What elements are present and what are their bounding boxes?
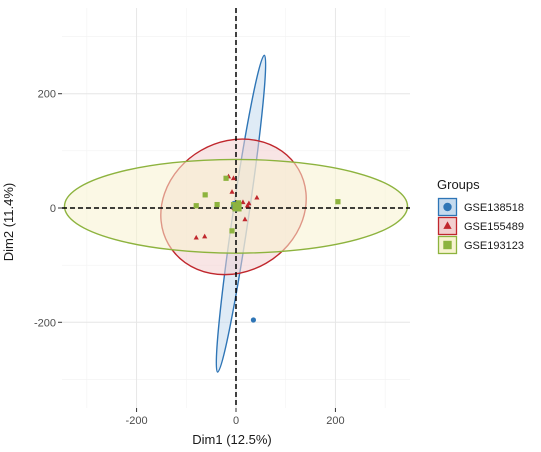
legend-item-GSE155489: GSE155489 — [437, 216, 524, 236]
legend-symbol — [443, 240, 452, 250]
point-GSE193123 — [193, 203, 199, 209]
point-GSE193123 — [214, 201, 220, 208]
axes: -200 0 200 -200 0 200 — [34, 89, 345, 427]
centroid-GSE193123 — [232, 202, 242, 212]
point-GSE155489 — [202, 233, 208, 239]
point-GSE155489 — [193, 234, 199, 240]
x-tick-label: -200 — [126, 415, 148, 427]
legend-items: GSE138518 GSE155489 GSE193123 — [437, 197, 524, 255]
point-GSE193123 — [335, 199, 341, 205]
legend: Groups GSE138518 GSE155489 GSE193123 — [437, 177, 524, 255]
y-axis-title: Dim2 (11.4%) — [1, 183, 16, 262]
legend-symbol — [443, 202, 452, 212]
point-GSE193123 — [223, 175, 229, 181]
point-GSE155489 — [229, 189, 235, 194]
point-GSE193123 — [202, 192, 208, 198]
point-GSE155489 — [242, 216, 248, 222]
legend-label: GSE138518 — [464, 202, 524, 214]
point-GSE155489 — [240, 199, 246, 205]
point-GSE138518 — [250, 317, 256, 323]
point-GSE155489 — [254, 194, 260, 200]
legend-item-GSE193123: GSE193123 — [437, 235, 524, 255]
legend-label: GSE155489 — [464, 221, 524, 233]
x-tick-label: 0 — [233, 415, 239, 427]
legend-title: Groups — [437, 177, 480, 192]
y-tick-label: 0 — [50, 203, 56, 215]
y-tick-label: -200 — [34, 317, 56, 329]
point-GSE155489 — [230, 175, 237, 181]
x-tick-label: 200 — [326, 415, 344, 427]
legend-label: GSE193123 — [464, 240, 524, 252]
legend-symbol — [443, 221, 452, 229]
x-axis-title: Dim1 (12.5%) — [192, 432, 271, 447]
legend-item-GSE138518: GSE138518 — [437, 197, 524, 217]
y-tick-label: 200 — [38, 89, 56, 101]
point-GSE155489 — [246, 200, 252, 206]
point-GSE193123 — [229, 228, 235, 234]
data-points — [193, 173, 341, 323]
